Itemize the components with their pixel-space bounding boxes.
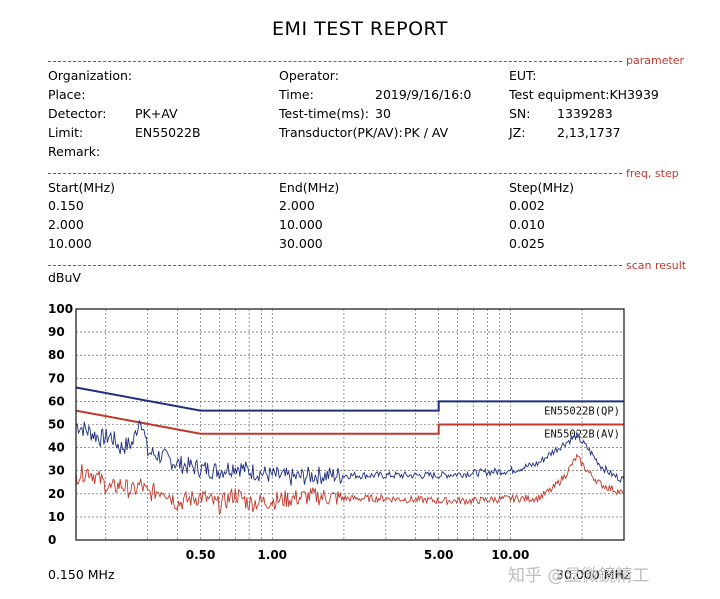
time-label: Time: [279,87,314,102]
freq-cell: 0.010 [509,217,545,232]
test-time-label: Test-time(ms): [279,106,370,121]
divider-parameter [48,61,622,62]
y-tick-label: 80 [48,348,65,362]
x-tick-label: 0.50 [186,548,216,562]
x-start-label: 0.150 MHz [48,567,115,582]
y-tick-label: 100 [48,302,73,316]
operator-label: Operator: [279,68,339,83]
transductor-label: Transductor(PK/AV): [279,125,403,140]
freq-cell: 0.002 [509,198,545,213]
section-label-freq-step: freq, step [626,167,679,180]
freq-cell: 0.150 [48,198,84,213]
y-tick-label: 30 [48,464,65,478]
freq-header-step: Step(MHz) [509,180,574,195]
freq-header-start: Start(MHz) [48,180,116,195]
x-tick-label: 10.00 [491,548,529,562]
y-tick-label: 60 [48,394,65,408]
limit-value: EN55022B [135,125,201,140]
freq-cell: 2.000 [48,217,84,232]
report-title: EMI TEST REPORT [272,18,448,40]
freq-cell: 10.000 [279,217,323,232]
place-label: Place: [48,87,86,102]
test-time-value: 30 [375,106,391,121]
y-tick-label: 10 [48,510,65,524]
freq-header-end: End(MHz) [279,180,340,195]
freq-cell: 2.000 [279,198,315,213]
freq-cell: 0.025 [509,236,545,251]
x-tick-label: 1.00 [257,548,287,562]
divider-scan-result [48,265,622,266]
test-equipment-label: Test equipment:KH3939 [509,87,659,102]
organization-label: Organization: [48,68,133,83]
section-label-scan-result: scan result [626,259,687,272]
limit-label: Limit: [48,125,84,140]
y-axis-unit-label: dBuV [48,270,81,285]
freq-cell: 30.000 [279,236,323,251]
y-tick-label: 0 [48,533,56,547]
detector-label: Detector: [48,106,107,121]
qp-limit-label: EN55022B(QP) [544,405,620,417]
remark-label: Remark: [48,144,101,159]
time-value: 2019/9/16/16:0 [375,87,472,102]
y-tick-label: 70 [48,371,65,385]
x-tick-label: 5.00 [424,548,454,562]
transductor-value: PK / AV [404,125,449,140]
detector-value: PK+AV [135,106,178,121]
sn-value: 1339283 [557,106,613,121]
x-end-label: 30.000 MHz [556,567,631,582]
av-limit-line [75,409,624,435]
sn-label: SN: [509,106,531,121]
section-label-parameter: parameter [626,54,685,67]
peak-trace [75,419,625,486]
qp-limit-line [75,386,624,412]
y-tick-label: 50 [48,418,65,432]
y-tick-label: 90 [48,325,65,339]
eut-label: EUT: [509,68,537,83]
y-tick-label: 40 [48,441,65,455]
average-trace [75,453,625,515]
av-limit-label: EN55022B(AV) [544,429,620,441]
jz-value: 2,13,1737 [557,125,621,140]
divider-freq-step [48,173,622,174]
y-tick-label: 20 [48,487,65,501]
jz-label: JZ: [509,125,526,140]
watermark: 知乎 @显微鏡精工 [508,566,650,586]
freq-cell: 10.000 [48,236,92,251]
